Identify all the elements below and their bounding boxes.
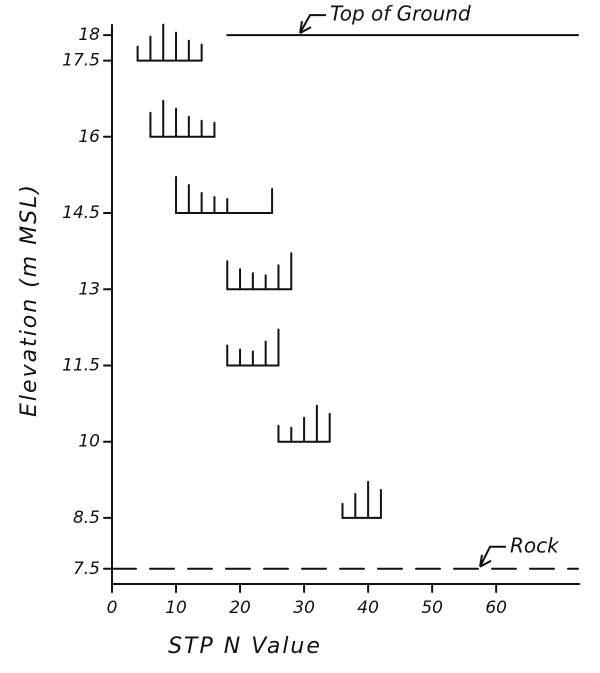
x-tick-label: 10 [165, 598, 187, 618]
y-tick-label: 18 [78, 25, 100, 45]
y-tick-label: 17.5 [62, 51, 100, 71]
x-tick-label: 50 [421, 598, 443, 618]
x-tick-label: 20 [229, 598, 251, 618]
y-tick-label: 7.5 [73, 559, 100, 579]
reference-label: Rock [510, 533, 560, 557]
x-axis-label: STP N Value [168, 634, 322, 659]
reference-label: Top of Ground [330, 2, 471, 26]
y-tick-label: 14.5 [62, 203, 100, 223]
y-axis-label: Elevation (m MSL) [17, 183, 42, 417]
y-tick-label: 11.5 [62, 355, 100, 375]
x-tick-label: 60 [485, 598, 507, 618]
y-tick-label: 16 [78, 127, 100, 147]
annotation-arrow [299, 14, 326, 35]
x-tick-label: 40 [357, 598, 379, 618]
x-tick-label: 30 [293, 598, 315, 618]
y-tick-label: 10 [78, 432, 100, 452]
y-tick-label: 13 [78, 279, 100, 299]
y-tick-label: 8.5 [73, 508, 100, 528]
x-tick-label: 0 [107, 598, 118, 618]
annotation-arrow [479, 545, 506, 568]
